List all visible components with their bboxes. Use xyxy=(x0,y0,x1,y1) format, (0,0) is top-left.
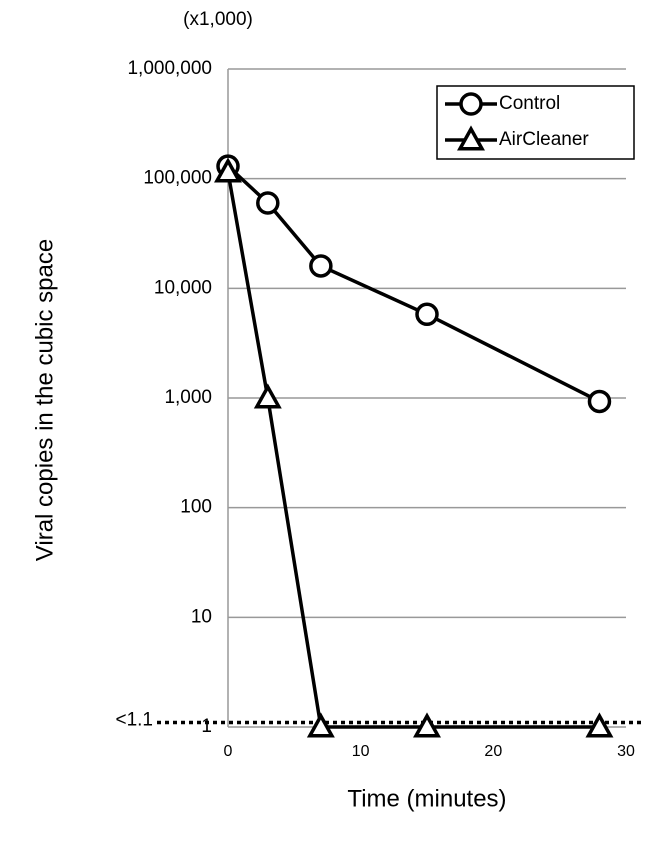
marker xyxy=(413,712,441,738)
marker xyxy=(306,712,335,738)
y-tick-label: 10,000 xyxy=(154,277,212,298)
marker xyxy=(253,383,282,409)
marker xyxy=(587,389,612,414)
marker xyxy=(415,302,439,327)
series-line xyxy=(226,171,600,729)
x-tick-label: 30 xyxy=(617,743,635,760)
threshold-label: <1.1 xyxy=(115,709,153,730)
marker xyxy=(585,712,614,738)
y-tick-label: 1,000,000 xyxy=(127,58,212,79)
y-tick-label: 1,000 xyxy=(164,387,212,408)
y-tick-label: 100,000 xyxy=(143,168,212,189)
x-tick-label: 20 xyxy=(484,743,502,760)
y-axis-title: Viral copies in the cubic space xyxy=(31,239,58,561)
y-tick-label: 10 xyxy=(191,606,212,627)
x-axis-title: Time (minutes) xyxy=(347,785,506,812)
legend-label: Control xyxy=(499,93,560,114)
x-tick-label: 10 xyxy=(352,743,370,760)
series-line xyxy=(226,164,601,404)
y-tick-label: 100 xyxy=(180,497,212,518)
marker xyxy=(214,157,242,183)
y-tick-label: 1 xyxy=(201,716,212,737)
legend-marker xyxy=(459,92,483,116)
legend-label: AirCleaner xyxy=(499,129,589,150)
legend-marker xyxy=(457,125,485,151)
unit-note: (x1,000) xyxy=(183,9,253,30)
marker xyxy=(256,191,280,215)
legend: Control AirCleaner xyxy=(436,85,635,160)
x-tick-label: 0 xyxy=(224,743,233,760)
marker xyxy=(309,254,333,278)
